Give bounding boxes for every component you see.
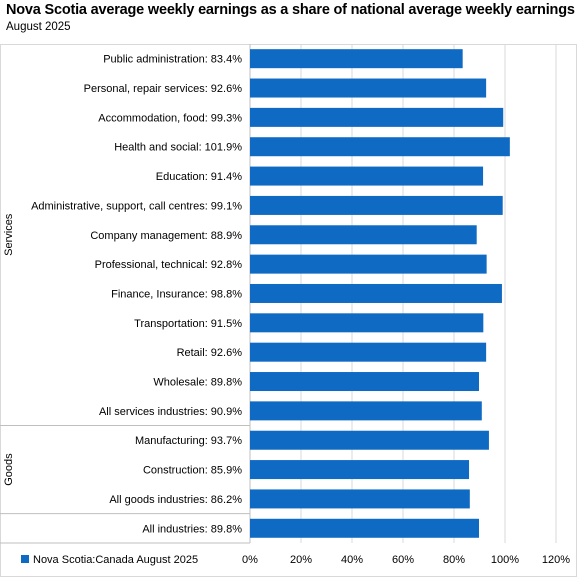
bar-14 <box>250 460 470 480</box>
category-label-2: Accommodation, food: 99.3% <box>98 112 242 124</box>
category-label-9: Transportation: 91.5% <box>134 318 242 330</box>
bar-6 <box>250 225 477 245</box>
bar-0 <box>250 49 463 69</box>
bar-15 <box>250 489 470 509</box>
chart-title: Nova Scotia average weekly earnings as a… <box>6 2 575 18</box>
x-tick-label-120: 120% <box>542 554 570 566</box>
category-label-11: Wholesale: 89.8% <box>153 377 242 389</box>
category-label-13: Manufacturing: 93.7% <box>135 435 242 447</box>
bar-3 <box>250 137 510 157</box>
category-label-10: Retail: 92.6% <box>177 347 243 359</box>
bar-11 <box>250 372 479 392</box>
x-tick-label-100: 100% <box>491 554 519 566</box>
bar-12 <box>250 401 482 421</box>
x-tick-label-60: 60% <box>392 554 414 566</box>
chart-subtitle: August 2025 <box>6 21 71 33</box>
category-label-4: Education: 91.4% <box>156 171 242 183</box>
group-label-services: Services <box>3 213 15 256</box>
category-label-16: All industries: 89.8% <box>142 523 242 535</box>
category-label-15: All goods industries: 86.2% <box>109 494 242 506</box>
bar-8 <box>250 283 502 303</box>
bar-10 <box>250 342 487 362</box>
category-label-8: Finance, Insurance: 98.8% <box>111 288 242 300</box>
bar-5 <box>250 195 503 215</box>
group-label-goods: Goods <box>3 453 15 486</box>
legend-label: Nova Scotia:Canada August 2025 <box>33 554 198 566</box>
legend-swatch <box>21 555 29 563</box>
x-tick-label-80: 80% <box>443 554 465 566</box>
category-label-14: Construction: 85.9% <box>143 465 242 477</box>
bar-16 <box>250 518 479 538</box>
category-label-7: Professional, technical: 92.8% <box>95 259 243 271</box>
bar-9 <box>250 313 484 333</box>
bar-13 <box>250 430 489 450</box>
category-label-0: Public administration: 83.4% <box>103 54 242 66</box>
category-label-12: All services industries: 90.9% <box>99 406 242 418</box>
category-label-1: Personal, repair services: 92.6% <box>84 83 243 95</box>
category-label-3: Health and social: 101.9% <box>114 142 242 154</box>
bar-2 <box>250 107 504 127</box>
x-tick-label-0: 0% <box>242 554 258 566</box>
x-tick-label-40: 40% <box>341 554 363 566</box>
bar-7 <box>250 254 487 274</box>
bar-1 <box>250 78 487 98</box>
category-label-6: Company management: 88.9% <box>90 230 242 242</box>
bar-4 <box>250 166 484 186</box>
x-tick-label-20: 20% <box>290 554 312 566</box>
category-label-5: Administrative, support, call centres: 9… <box>31 200 242 212</box>
